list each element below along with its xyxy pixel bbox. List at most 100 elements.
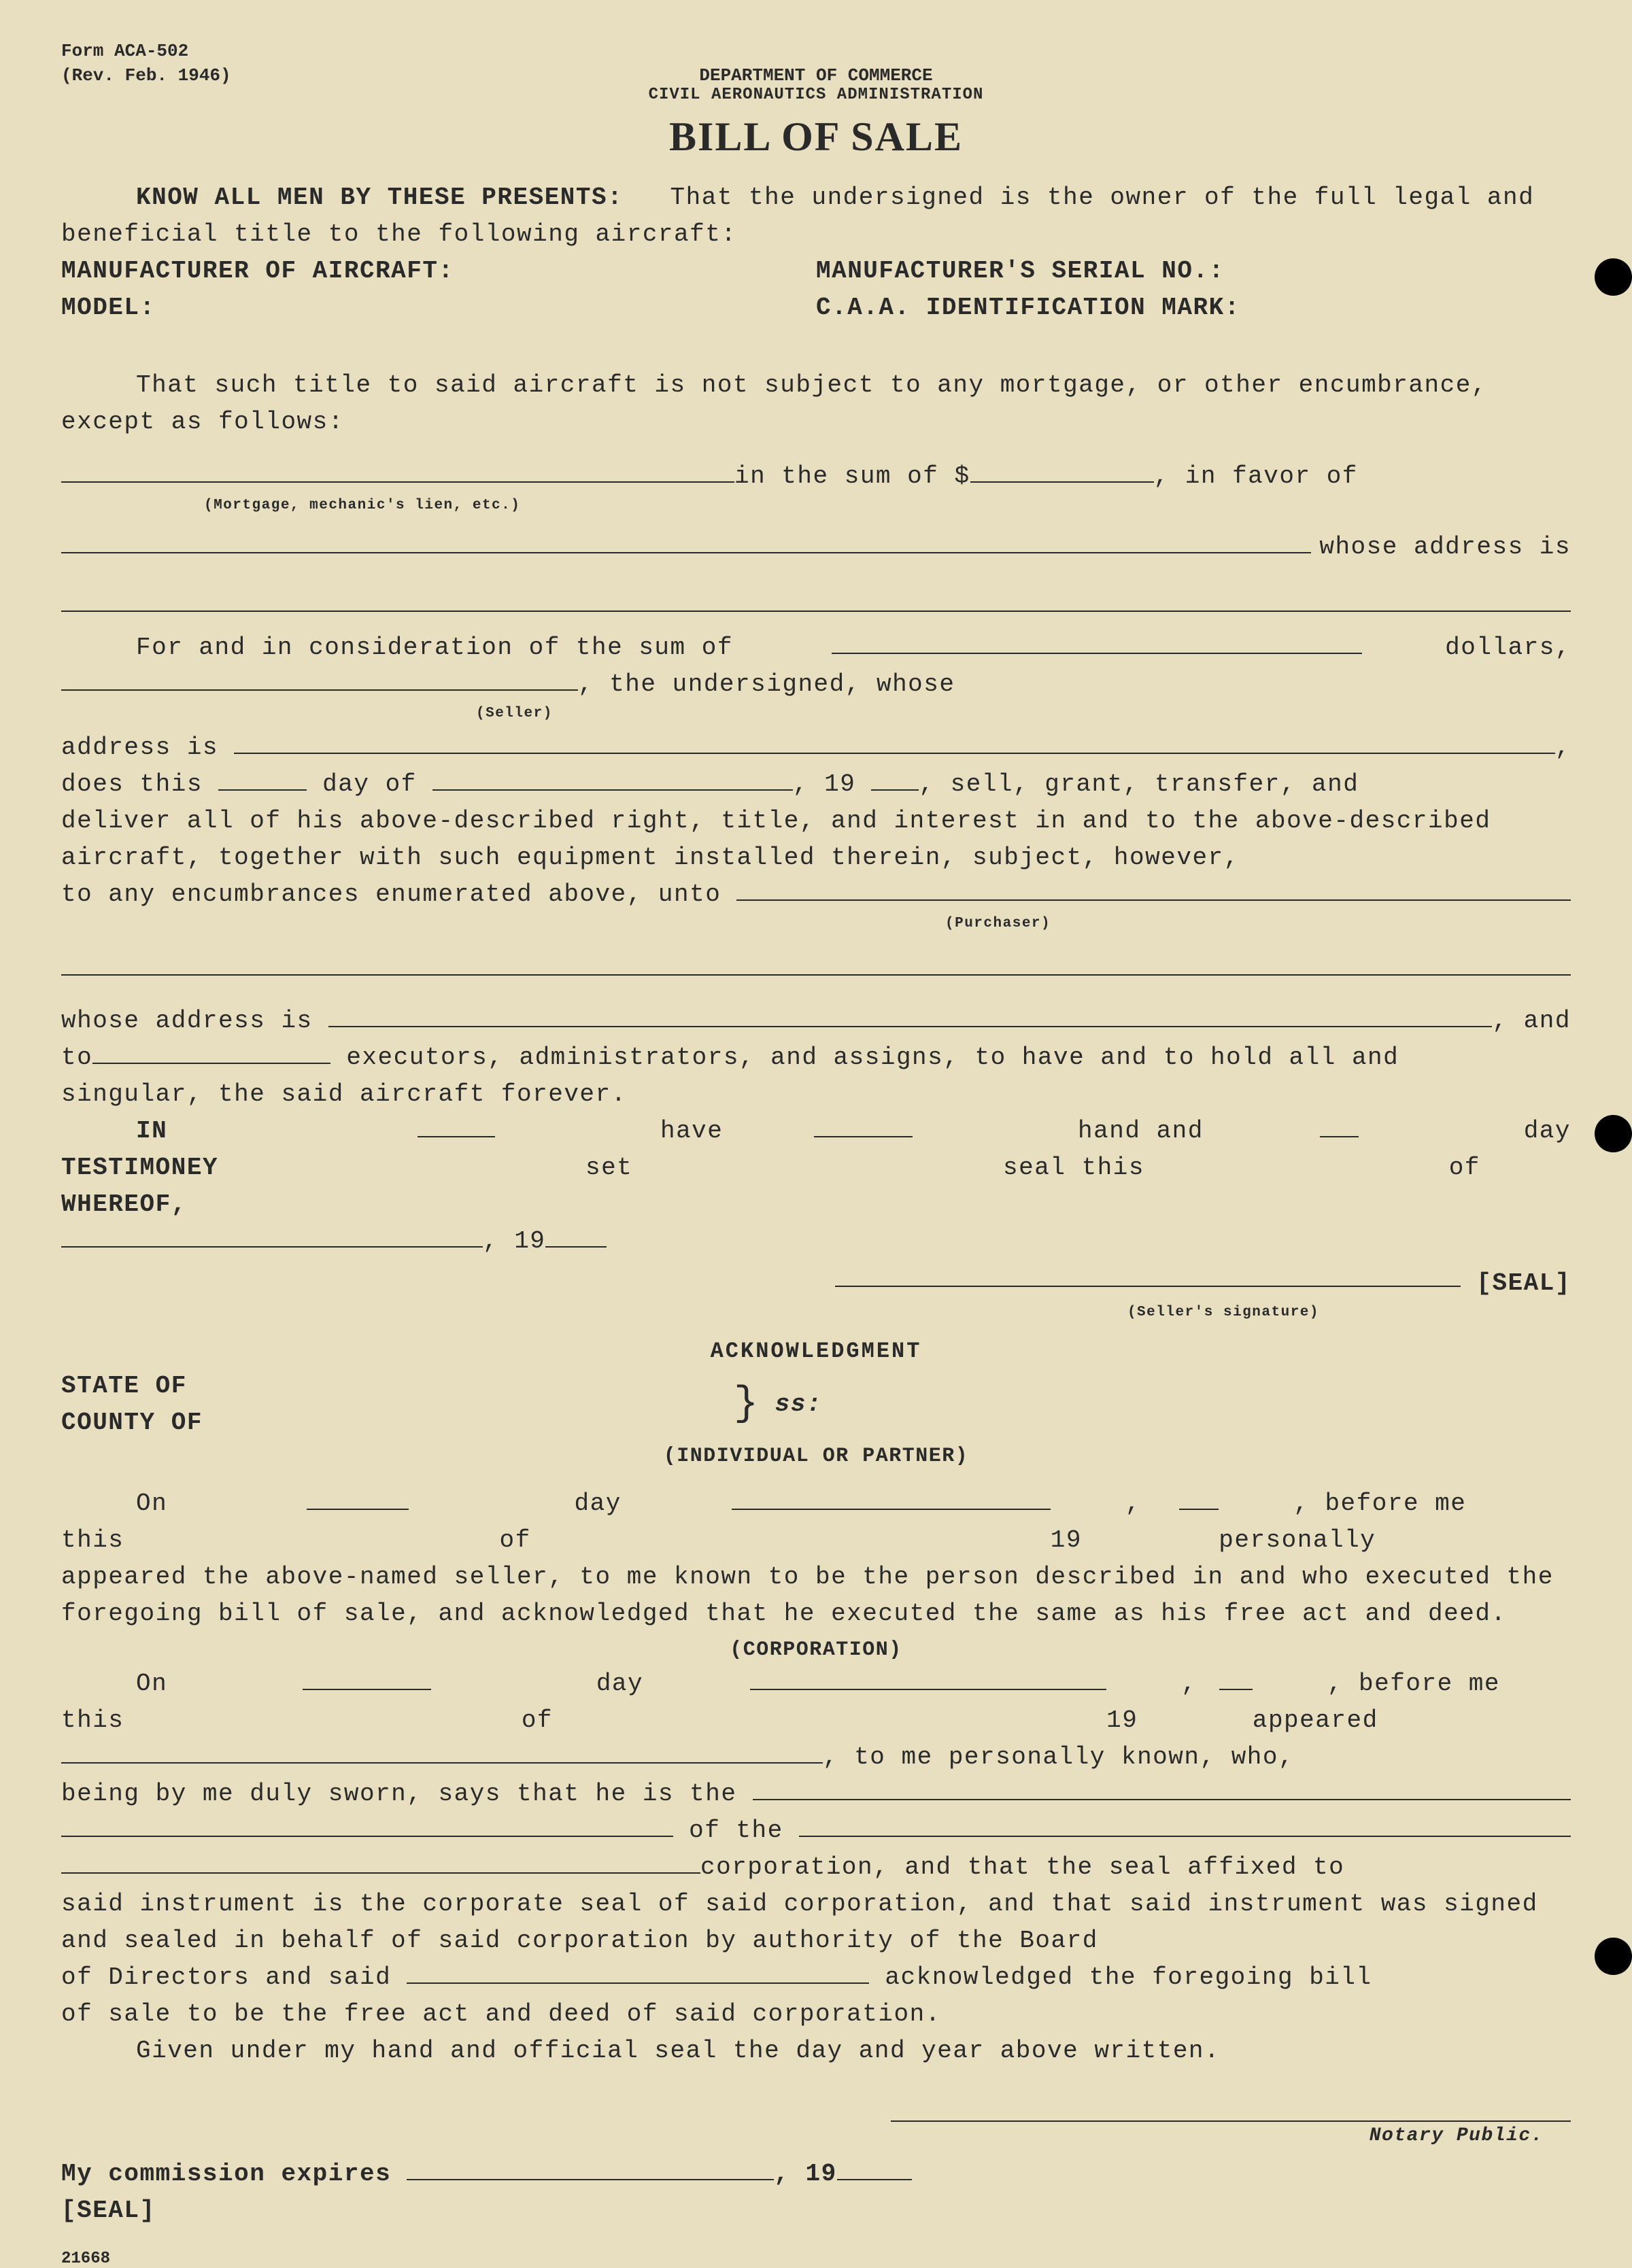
hole-punch xyxy=(1595,1938,1632,1975)
seller-signature-blank[interactable] xyxy=(835,1265,1461,1288)
corp-year-blank[interactable] xyxy=(1219,1668,1253,1690)
purch-address-blank[interactable] xyxy=(328,1005,1493,1027)
of-the-text: of the xyxy=(689,1812,783,1849)
executors-text: executors, administrators, and assigns, … xyxy=(346,1040,1399,1076)
sum-blank[interactable] xyxy=(970,460,1154,483)
model-label: MODEL: xyxy=(61,290,816,326)
acknowledgment-title: ACKNOWLEDGMENT xyxy=(61,1335,1571,1368)
corp-day-blank[interactable] xyxy=(303,1668,430,1690)
given-under-text: Given under my hand and official seal th… xyxy=(61,2033,1571,2069)
favor-of-blank[interactable] xyxy=(61,531,1311,553)
seller-sig-caption: (Seller's signature) xyxy=(61,1302,1319,1324)
consideration-sum-blank[interactable] xyxy=(832,632,1362,654)
before-me-body: appeared the above-named seller, to me k… xyxy=(61,1559,1571,1632)
document-page: Form ACA-502 (Rev. Feb. 1946) DEPARTMENT… xyxy=(0,0,1632,2040)
role2-blank[interactable] xyxy=(61,1815,673,1837)
month2-blank[interactable] xyxy=(61,1225,483,1248)
testimony-blank[interactable] xyxy=(418,1115,495,1137)
ack-dayof-1: day of xyxy=(500,1485,641,1559)
document-title: BILL OF SALE xyxy=(61,114,1571,160)
address-line-blank[interactable] xyxy=(61,586,1571,612)
mortgage-caption: (Mortgage, mechanic's lien, etc.) xyxy=(204,495,1571,517)
purchaser-caption: (Purchaser) xyxy=(945,913,1571,935)
on-this-2: On this xyxy=(61,1666,212,1739)
year-blank[interactable] xyxy=(871,768,919,791)
whose-address-text: whose address is xyxy=(1319,529,1571,566)
directors-text: of Directors and said xyxy=(61,1959,391,1996)
notary-signature-blank[interactable] xyxy=(891,2099,1571,2122)
individual-label: (INDIVIDUAL OR PARTNER) xyxy=(61,1441,1571,1472)
duly-sworn-text: being by me duly sworn, says that he is … xyxy=(61,1776,736,1812)
address-is-text: address is xyxy=(61,729,218,766)
seal-bottom: [SEAL] xyxy=(61,2193,1571,2229)
purchaser-line-blank[interactable] xyxy=(61,950,1571,976)
commission-year-blank[interactable] xyxy=(837,2158,912,2180)
corp-dayof: day of xyxy=(522,1666,660,1739)
presents-label: KNOW ALL MEN BY THESE PRESENTS: xyxy=(136,184,623,211)
this-day-blank[interactable] xyxy=(1320,1115,1359,1137)
before-me-start: , before me personally xyxy=(1219,1485,1571,1559)
serial-label: MANUFACTURER'S SERIAL NO.: xyxy=(816,253,1571,290)
manufacturer-label: MANUFACTURER OF AIRCRAFT: xyxy=(61,253,816,290)
corp-text-start: corporation, and that the seal affixed t… xyxy=(700,1849,1344,1886)
corp-name-blank[interactable] xyxy=(799,1815,1571,1837)
corp-month-blank[interactable] xyxy=(750,1668,1106,1690)
corp-text-body: said instrument is the corporate seal of… xyxy=(61,1886,1571,1959)
before-me-2: , before me appeared xyxy=(1253,1666,1571,1739)
seal-label: [SEAL] xyxy=(1476,1265,1571,1302)
body: KNOW ALL MEN BY THESE PRESENTS: That the… xyxy=(61,179,1571,2229)
commission-label: My commission expires xyxy=(61,2156,391,2193)
to-text: to xyxy=(61,1040,92,1076)
ack-foregoing-end: of sale to be the free act and deed of s… xyxy=(61,1996,1571,2033)
to-blank[interactable] xyxy=(92,1042,330,1064)
consideration-lead: For and in consideration of the sum of xyxy=(61,630,733,666)
unto-text: to any encumbrances enumerated above, un… xyxy=(61,876,721,913)
does-this-text: does this xyxy=(61,766,203,803)
hole-punch xyxy=(1595,1115,1632,1152)
day-blank[interactable] xyxy=(218,768,307,791)
encumbrance-lead: That such title to said aircraft is not … xyxy=(61,367,1571,441)
ack-month-blank[interactable] xyxy=(732,1488,1051,1510)
state-of-label: STATE OF xyxy=(61,1368,203,1405)
mortgage-blank[interactable] xyxy=(61,460,734,483)
appeared-blank[interactable] xyxy=(61,1741,823,1764)
month-blank[interactable] xyxy=(432,768,793,791)
year2-blank[interactable] xyxy=(545,1225,607,1248)
role-blank[interactable] xyxy=(753,1778,1571,1800)
on-this-1: On this xyxy=(61,1485,216,1559)
in-favor-text: , in favor of xyxy=(1154,458,1358,495)
caa-label: C.A.A. IDENTIFICATION MARK: xyxy=(816,290,1571,326)
purchaser-blank[interactable] xyxy=(736,878,1571,901)
day-of-text: day of xyxy=(322,766,417,803)
ack-foregoing-start: acknowledged the foregoing bill xyxy=(885,1959,1372,1996)
corp-name2-blank[interactable] xyxy=(61,1851,700,1874)
in-sum-text: in the sum of $ xyxy=(734,458,970,495)
and-text: , and xyxy=(1492,1003,1571,1040)
hand-blank[interactable] xyxy=(814,1115,913,1137)
dollars-text: dollars, xyxy=(1370,630,1571,666)
personally-known-start: , to me personally known, who, xyxy=(823,1739,1294,1776)
corporation-label: (CORPORATION) xyxy=(61,1635,1571,1666)
have-set-text: have set xyxy=(585,1113,723,1186)
nineteen-text: , 19 xyxy=(483,1223,545,1260)
ack-year-blank[interactable] xyxy=(1179,1488,1219,1510)
seller-address-blank[interactable] xyxy=(234,732,1555,754)
notary-label: Notary Public. xyxy=(61,2122,1544,2150)
subdepartment-line: CIVIL AERONAUTICS ADMINISTRATION xyxy=(61,86,1571,104)
singular-text: singular, the said aircraft forever. xyxy=(61,1076,1571,1113)
form-number: Form ACA-502 xyxy=(61,41,1571,61)
brace-icon: } xyxy=(734,1381,760,1427)
seller-caption: (Seller) xyxy=(476,703,1571,725)
whose-address-is: whose address is xyxy=(61,1003,313,1040)
department-line: DEPARTMENT OF COMMERCE xyxy=(61,65,1571,86)
undersigned-text: , the undersigned, whose xyxy=(578,666,955,703)
county-of-label: COUNTY OF xyxy=(61,1405,203,1441)
form-footer-number: 21668 xyxy=(61,2250,1571,2268)
ack-day-blank[interactable] xyxy=(307,1488,409,1510)
said-blank[interactable] xyxy=(407,1961,869,1984)
sell-grant-start: , sell, grant, transfer, and xyxy=(919,766,1359,803)
testimony-label: IN TESTIMONEY WHEREOF, xyxy=(61,1113,327,1223)
seller-blank[interactable] xyxy=(61,668,578,691)
hole-punch xyxy=(1595,258,1632,296)
commission-date-blank[interactable] xyxy=(407,2158,774,2180)
